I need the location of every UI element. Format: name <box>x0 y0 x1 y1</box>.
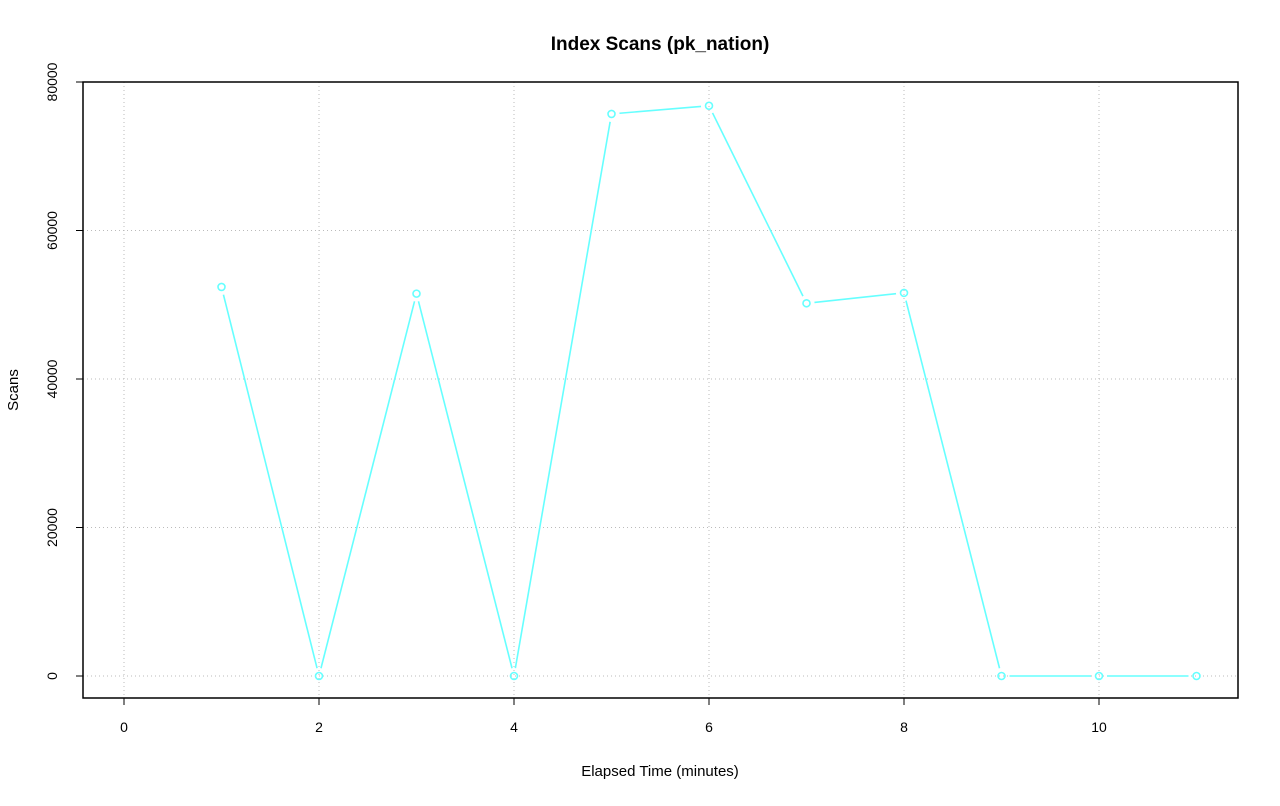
x-tick-label: 4 <box>510 719 518 735</box>
y-tick-label: 60000 <box>44 211 60 250</box>
x-tick-label: 8 <box>900 719 908 735</box>
data-point <box>314 671 324 681</box>
grid <box>83 81 1238 698</box>
series-line-segment <box>417 301 513 669</box>
y-tick-label: 20000 <box>44 508 60 547</box>
data-point <box>412 289 421 298</box>
series <box>217 101 1201 681</box>
x-tick-label: 0 <box>120 719 128 735</box>
y-tick-label: 40000 <box>44 359 60 398</box>
data-point <box>217 282 226 292</box>
series-line-segment <box>514 121 611 669</box>
plot-frame <box>82 81 1239 699</box>
data-point <box>997 671 1006 681</box>
y-tick-label: 80000 <box>44 62 60 101</box>
x-axis-label: Elapsed Time (minutes) <box>581 763 739 780</box>
x-tick-label: 6 <box>705 719 713 735</box>
x-tick-label: 2 <box>315 719 323 735</box>
data-point <box>802 298 811 308</box>
series-line-segment <box>814 292 897 304</box>
data-point <box>704 101 714 111</box>
series-line-segment <box>619 105 702 115</box>
x-tick-label: 10 <box>1091 719 1107 735</box>
data-point <box>899 288 909 298</box>
series-line-segment <box>320 301 416 669</box>
series-line-segment <box>222 294 318 669</box>
y-axis-label: Scans <box>5 369 22 411</box>
data-point <box>1094 671 1104 681</box>
series-line-segment <box>905 300 1001 669</box>
data-point <box>509 671 519 681</box>
chart-title: Index Scans (pk_nation) <box>551 34 770 55</box>
y-tick-label: 0 <box>44 672 60 680</box>
series-line-segment <box>711 112 804 297</box>
data-point <box>607 109 616 119</box>
axes: 0 2 4 6 8 10 0 20000 40000 60000 80000 <box>44 62 1107 735</box>
data-point <box>1192 671 1201 681</box>
